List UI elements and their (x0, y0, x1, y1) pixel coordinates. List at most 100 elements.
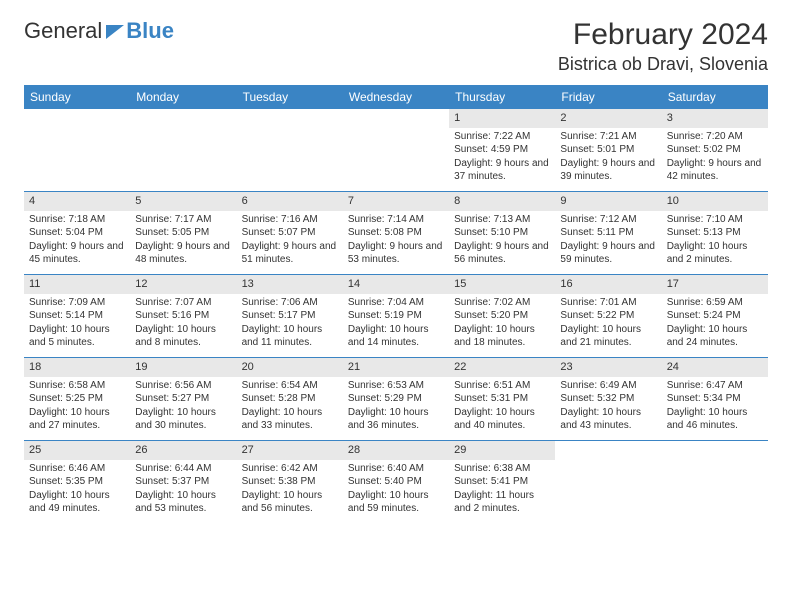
calendar: Sunday Monday Tuesday Wednesday Thursday… (24, 85, 768, 523)
sunset-text: Sunset: 5:32 PM (560, 392, 656, 406)
sunset-text: Sunset: 5:34 PM (667, 392, 763, 406)
sunset-text: Sunset: 5:27 PM (135, 392, 231, 406)
day-cell: 27Sunrise: 6:42 AMSunset: 5:38 PMDayligh… (237, 441, 343, 523)
daylight-text: Daylight: 10 hours and 40 minutes. (454, 406, 550, 433)
daylight-text: Daylight: 9 hours and 37 minutes. (454, 157, 550, 184)
daylight-text: Daylight: 9 hours and 59 minutes. (560, 240, 656, 267)
day-cell: 10Sunrise: 7:10 AMSunset: 5:13 PMDayligh… (662, 192, 768, 274)
day-cell: 19 Sunrise: 6:56 AMSunset: 5:27 PMDayligh… (130, 358, 236, 440)
daylight-text: Daylight: 10 hours and 2 minutes. (667, 240, 763, 267)
daylight-text: Daylight: 11 hours and 2 minutes. (454, 489, 550, 516)
day-number: 21 (343, 358, 449, 377)
sunrise-text: Sunrise: 6:42 AM (242, 462, 338, 476)
day-number: 19 (130, 358, 236, 377)
day-number: 12 (130, 275, 236, 294)
day-number: 2 (555, 109, 661, 128)
day-cell: 29Sunrise: 6:38 AMSunset: 5:41 PMDayligh… (449, 441, 555, 523)
sunset-text: Sunset: 5:02 PM (667, 143, 763, 157)
sunrise-text: Sunrise: 7:12 AM (560, 213, 656, 227)
daylight-text: Daylight: 9 hours and 48 minutes. (135, 240, 231, 267)
day-cell: 21 Sunrise: 6:53 AMSunset: 5:29 PMDayligh… (343, 358, 449, 440)
day-header-thu: Thursday (449, 85, 555, 109)
day-number: 13 (237, 275, 343, 294)
brand-part1: General (24, 18, 102, 44)
day-cell (343, 109, 449, 191)
sunrise-text: Sunrise: 6:38 AM (454, 462, 550, 476)
day-cell: 13Sunrise: 7:06 AMSunset: 5:17 PMDayligh… (237, 275, 343, 357)
day-number: 1 (449, 109, 555, 128)
day-number: 16 (555, 275, 661, 294)
daylight-text: Daylight: 10 hours and 43 minutes. (560, 406, 656, 433)
day-number: 8 (449, 192, 555, 211)
brand-part2: Blue (126, 18, 174, 44)
sunrise-text: Sunrise: 6:56 AM (135, 379, 231, 393)
sunset-text: Sunset: 5:01 PM (560, 143, 656, 157)
sunset-text: Sunset: 4:59 PM (454, 143, 550, 157)
day-number: 4 (24, 192, 130, 211)
day-number: 15 (449, 275, 555, 294)
sunrise-text: Sunrise: 6:53 AM (348, 379, 444, 393)
sunset-text: Sunset: 5:22 PM (560, 309, 656, 323)
sunrise-text: Sunrise: 6:58 AM (29, 379, 125, 393)
day-cell (130, 109, 236, 191)
sunset-text: Sunset: 5:38 PM (242, 475, 338, 489)
sunrise-text: Sunrise: 7:18 AM (29, 213, 125, 227)
sunrise-text: Sunrise: 7:22 AM (454, 130, 550, 144)
sunrise-text: Sunrise: 7:04 AM (348, 296, 444, 310)
day-cell: 24 Sunrise: 6:47 AMSunset: 5:34 PMDayligh… (662, 358, 768, 440)
day-cell: 3Sunrise: 7:20 AMSunset: 5:02 PMDaylight… (662, 109, 768, 191)
day-header-mon: Monday (130, 85, 236, 109)
day-number: 24 (662, 358, 768, 377)
day-header-fri: Friday (555, 85, 661, 109)
day-number: 18 (24, 358, 130, 377)
sunrise-text: Sunrise: 6:44 AM (135, 462, 231, 476)
daylight-text: Daylight: 9 hours and 45 minutes. (29, 240, 125, 267)
day-cell: 17Sunrise: 6:59 AMSunset: 5:24 PMDayligh… (662, 275, 768, 357)
sunset-text: Sunset: 5:25 PM (29, 392, 125, 406)
sunset-text: Sunset: 5:17 PM (242, 309, 338, 323)
sunset-text: Sunset: 5:13 PM (667, 226, 763, 240)
sunset-text: Sunset: 5:16 PM (135, 309, 231, 323)
daylight-text: Daylight: 10 hours and 24 minutes. (667, 323, 763, 350)
sunset-text: Sunset: 5:04 PM (29, 226, 125, 240)
week-row: 1Sunrise: 7:22 AMSunset: 4:59 PMDaylight… (24, 109, 768, 191)
brand-logo: General Blue (24, 18, 174, 44)
day-cell (555, 441, 661, 523)
day-number: 27 (237, 441, 343, 460)
sunrise-text: Sunrise: 6:59 AM (667, 296, 763, 310)
daylight-text: Daylight: 10 hours and 5 minutes. (29, 323, 125, 350)
day-cell: 9Sunrise: 7:12 AMSunset: 5:11 PMDaylight… (555, 192, 661, 274)
week-row: 11Sunrise: 7:09 AMSunset: 5:14 PMDayligh… (24, 274, 768, 357)
header-row: General Blue February 2024 Bistrica ob D… (24, 18, 768, 75)
day-cell: 22Sunrise: 6:51 AMSunset: 5:31 PMDayligh… (449, 358, 555, 440)
day-header-sat: Saturday (662, 85, 768, 109)
daylight-text: Daylight: 10 hours and 30 minutes. (135, 406, 231, 433)
day-cell: 23Sunrise: 6:49 AMSunset: 5:32 PMDayligh… (555, 358, 661, 440)
week-row: 18 Sunrise: 6:58 AMSunset: 5:25 PM Dayligh… (24, 357, 768, 440)
daylight-text: Daylight: 10 hours and 46 minutes. (667, 406, 763, 433)
day-number: 22 (449, 358, 555, 377)
day-cell (662, 441, 768, 523)
day-cell: 26Sunrise: 6:44 AMSunset: 5:37 PMDayligh… (130, 441, 236, 523)
day-number: 28 (343, 441, 449, 460)
week-row: 25Sunrise: 6:46 AMSunset: 5:35 PMDayligh… (24, 440, 768, 523)
daylight-text: Daylight: 10 hours and 53 minutes. (135, 489, 231, 516)
daylight-text: Daylight: 10 hours and 18 minutes. (454, 323, 550, 350)
day-header-tue: Tuesday (237, 85, 343, 109)
day-cell: 28Sunrise: 6:40 AMSunset: 5:40 PMDayligh… (343, 441, 449, 523)
month-title: February 2024 (558, 18, 768, 52)
sunset-text: Sunset: 5:29 PM (348, 392, 444, 406)
sunrise-text: Sunrise: 7:20 AM (667, 130, 763, 144)
week-row: 4Sunrise: 7:18 AMSunset: 5:04 PMDaylight… (24, 191, 768, 274)
day-cell: 12Sunrise: 7:07 AMSunset: 5:16 PMDayligh… (130, 275, 236, 357)
sunrise-text: Sunrise: 6:47 AM (667, 379, 763, 393)
day-number: 7 (343, 192, 449, 211)
sunset-text: Sunset: 5:05 PM (135, 226, 231, 240)
daylight-text: Daylight: 10 hours and 36 minutes. (348, 406, 444, 433)
day-cell: 25Sunrise: 6:46 AMSunset: 5:35 PMDayligh… (24, 441, 130, 523)
sunrise-text: Sunrise: 7:14 AM (348, 213, 444, 227)
sunset-text: Sunset: 5:24 PM (667, 309, 763, 323)
daylight-text: Daylight: 9 hours and 42 minutes. (667, 157, 763, 184)
day-cell: 7Sunrise: 7:14 AMSunset: 5:08 PMDaylight… (343, 192, 449, 274)
day-number: 9 (555, 192, 661, 211)
